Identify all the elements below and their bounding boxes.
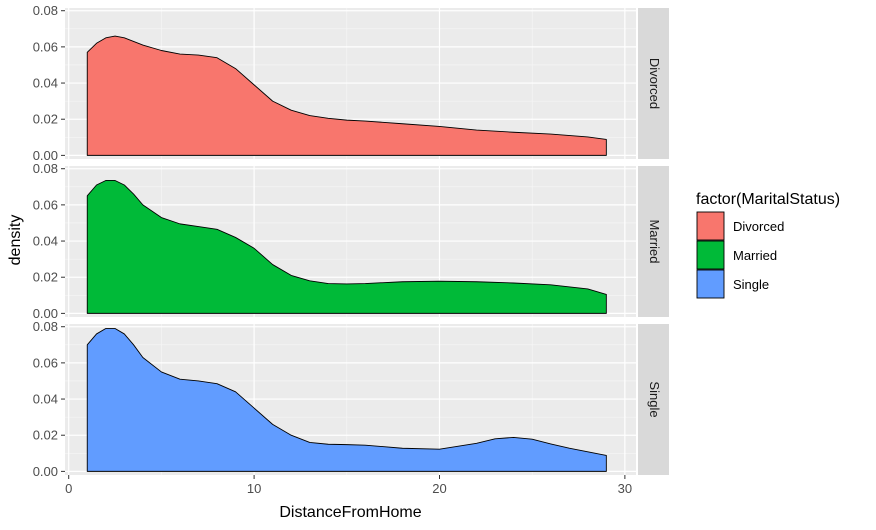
density-area-married bbox=[86, 180, 607, 314]
facet-panel-divorced: 0.00 0.02 0.04 0.06 0.08 Divorced bbox=[33, 3, 669, 163]
y-tick-label: 0.08 bbox=[33, 161, 58, 176]
density-area-divorced bbox=[86, 35, 607, 156]
x-axis-title: DistanceFromHome bbox=[279, 504, 421, 521]
legend-label-married: Married bbox=[733, 248, 777, 263]
y-tick-label: 0.02 bbox=[33, 270, 58, 285]
y-tick-label: 0.08 bbox=[33, 319, 58, 334]
legend-title: factor(MaritalStatus) bbox=[696, 191, 840, 208]
facet-strip-label: Single bbox=[647, 381, 662, 417]
density-area-single bbox=[86, 328, 607, 472]
y-tick-label: 0.06 bbox=[33, 197, 58, 212]
x-tick-label: 0 bbox=[65, 481, 72, 496]
y-tick-label: 0.06 bbox=[33, 355, 58, 370]
y-tick-label: 0.08 bbox=[33, 3, 58, 18]
legend-key-divorced bbox=[696, 211, 725, 241]
y-tick-label: 0.04 bbox=[33, 392, 58, 407]
facet-strip-label: Married bbox=[647, 219, 662, 263]
y-tick-label: 0.04 bbox=[33, 76, 58, 91]
legend: factor(MaritalStatus) Divorced Married Sin… bbox=[696, 191, 840, 299]
y-tick-label: 0.00 bbox=[33, 148, 58, 163]
y-axis-title: density bbox=[7, 215, 24, 266]
facet-strip bbox=[638, 8, 669, 159]
legend-label-divorced: Divorced bbox=[733, 219, 784, 234]
facet-strip bbox=[638, 324, 669, 475]
legend-label-single: Single bbox=[733, 277, 769, 292]
facet-panel-single: 0.00 0.02 0.04 0.06 0.08 Single bbox=[33, 319, 669, 479]
y-tick-label: 0.00 bbox=[33, 464, 58, 479]
facet-strip-label: Divorced bbox=[647, 58, 662, 109]
y-tick-label: 0.04 bbox=[33, 234, 58, 249]
x-tick-label: 30 bbox=[618, 481, 632, 496]
facet-strip bbox=[638, 166, 669, 317]
y-tick-label: 0.02 bbox=[33, 112, 58, 127]
x-axis: 0 10 20 30 bbox=[65, 475, 632, 496]
x-tick-label: 10 bbox=[247, 481, 261, 496]
facet-panel-married: 0.00 0.02 0.04 0.06 0.08 Married bbox=[33, 161, 669, 321]
y-tick-label: 0.06 bbox=[33, 39, 58, 54]
legend-key-married bbox=[696, 240, 725, 270]
facet-panels: 0.00 0.02 0.04 0.06 0.08 Divorced 0.00 0.02 0.04… bbox=[33, 3, 669, 479]
y-tick-label: 0.02 bbox=[33, 428, 58, 443]
x-tick-label: 20 bbox=[432, 481, 446, 496]
legend-key-single bbox=[696, 269, 725, 299]
y-tick-label: 0.00 bbox=[33, 306, 58, 321]
